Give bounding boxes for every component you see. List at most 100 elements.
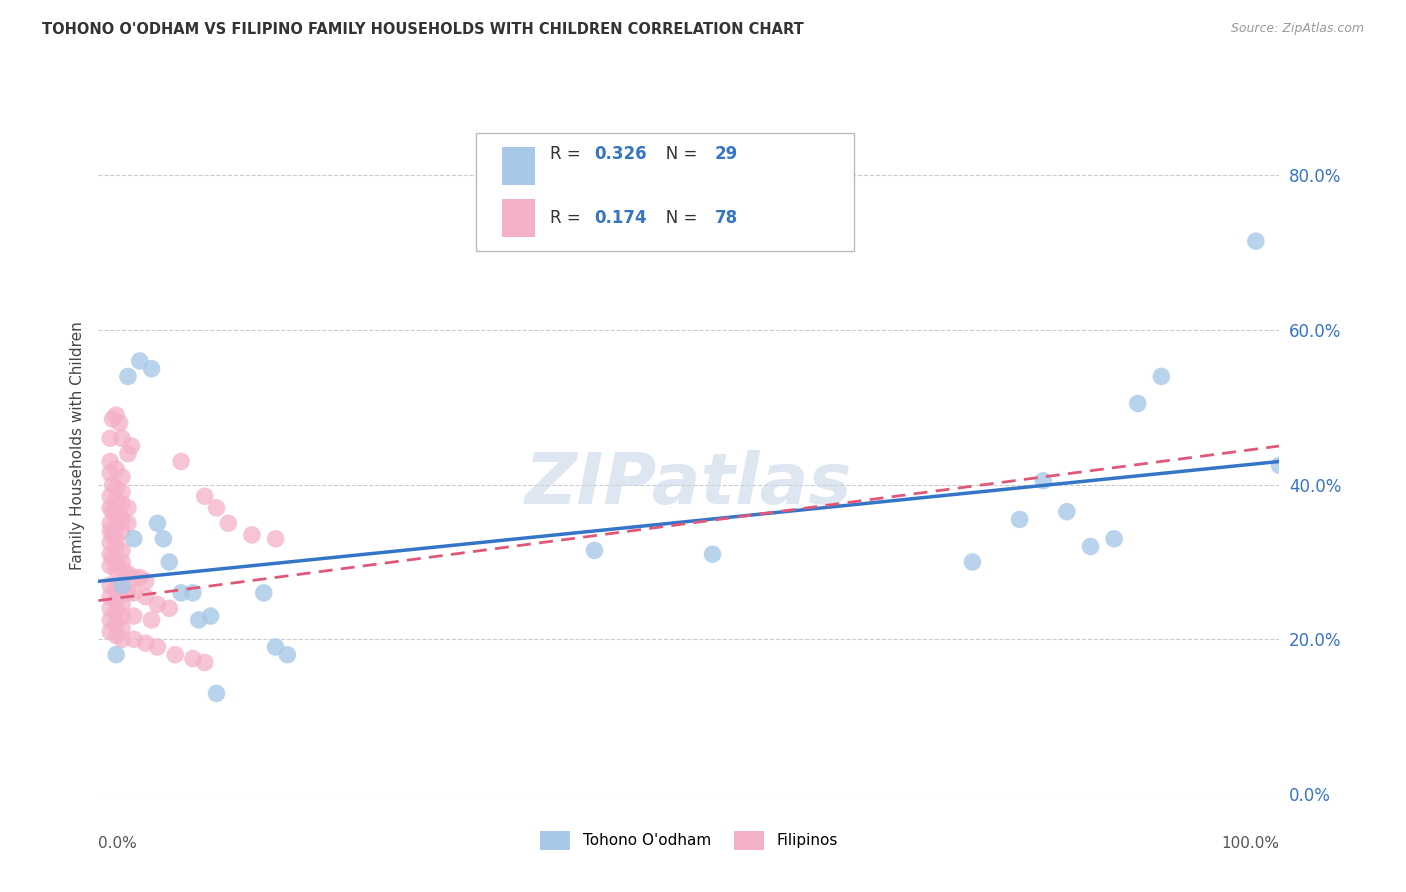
Point	[105, 508, 128, 523]
Point	[117, 500, 139, 515]
Point	[111, 609, 134, 624]
Point	[111, 621, 134, 635]
Point	[122, 609, 145, 624]
Point	[111, 485, 134, 500]
Y-axis label: Family Households with Children: Family Households with Children	[69, 322, 84, 570]
Point	[146, 598, 169, 612]
Point	[205, 686, 228, 700]
Point	[146, 516, 169, 531]
Point	[1126, 396, 1149, 410]
Point	[1008, 512, 1031, 526]
Point	[111, 431, 134, 445]
Point	[105, 605, 128, 619]
Point	[98, 431, 121, 445]
Point	[98, 500, 121, 515]
Point	[101, 412, 124, 426]
Point	[122, 632, 145, 647]
Point	[111, 555, 134, 569]
Point	[98, 516, 121, 531]
Point	[181, 586, 204, 600]
Text: N =: N =	[650, 209, 703, 227]
Point	[98, 613, 121, 627]
Point	[105, 582, 128, 596]
Point	[101, 477, 124, 491]
Point	[105, 555, 128, 569]
Point	[122, 586, 145, 600]
Point	[117, 516, 139, 531]
Point	[264, 640, 287, 654]
Point	[117, 586, 139, 600]
Point	[170, 586, 193, 600]
Point	[105, 482, 128, 496]
Point	[135, 636, 157, 650]
Point	[111, 512, 134, 526]
Point	[105, 408, 128, 422]
Point	[240, 528, 263, 542]
Point	[101, 528, 124, 542]
Point	[98, 524, 121, 538]
Point	[1268, 458, 1291, 473]
Point	[111, 470, 134, 484]
Point	[105, 540, 128, 554]
Point	[101, 551, 124, 566]
Point	[128, 570, 150, 584]
Point	[157, 601, 180, 615]
Point	[111, 497, 134, 511]
Text: 0.174: 0.174	[595, 209, 647, 227]
Point	[111, 543, 134, 558]
Point	[1102, 532, 1125, 546]
FancyBboxPatch shape	[502, 147, 536, 186]
Point	[98, 466, 121, 480]
Text: 0.0%: 0.0%	[98, 836, 138, 851]
Point	[117, 447, 139, 461]
Text: TOHONO O'ODHAM VS FILIPINO FAMILY HOUSEHOLDS WITH CHILDREN CORRELATION CHART: TOHONO O'ODHAM VS FILIPINO FAMILY HOUSEH…	[42, 22, 804, 37]
Point	[702, 547, 724, 561]
Point	[111, 524, 134, 538]
Point	[105, 532, 128, 546]
Point	[122, 532, 145, 546]
Point	[98, 489, 121, 503]
Text: Source: ZipAtlas.com: Source: ZipAtlas.com	[1230, 22, 1364, 36]
Point	[165, 648, 187, 662]
Point	[105, 593, 128, 607]
Point	[117, 566, 139, 581]
Point	[1150, 369, 1173, 384]
Point	[194, 489, 217, 503]
Point	[205, 500, 228, 515]
Point	[1080, 540, 1102, 554]
Point	[170, 454, 193, 468]
Point	[98, 624, 121, 639]
Point	[583, 543, 606, 558]
Point	[181, 651, 204, 665]
Point	[121, 439, 143, 453]
Text: 100.0%: 100.0%	[1222, 836, 1279, 851]
Point	[98, 601, 121, 615]
Point	[135, 574, 157, 589]
Point	[111, 563, 134, 577]
FancyBboxPatch shape	[502, 199, 536, 237]
Legend: Tohono O'odham, Filipinos: Tohono O'odham, Filipinos	[534, 825, 844, 855]
Text: R =: R =	[550, 145, 585, 162]
Point	[122, 570, 145, 584]
Point	[98, 558, 121, 573]
Point	[141, 361, 163, 376]
Point	[105, 462, 128, 476]
Point	[108, 416, 131, 430]
Point	[111, 598, 134, 612]
Point	[1032, 474, 1054, 488]
Point	[194, 656, 217, 670]
Point	[101, 505, 124, 519]
Point	[200, 609, 222, 624]
Point	[111, 632, 134, 647]
Point	[157, 555, 180, 569]
Point	[1244, 234, 1267, 248]
Point	[98, 454, 121, 468]
Point	[1056, 505, 1078, 519]
Point	[98, 535, 121, 549]
Point	[146, 640, 169, 654]
Point	[117, 369, 139, 384]
Text: R =: R =	[550, 209, 585, 227]
Point	[187, 613, 209, 627]
Point	[111, 582, 134, 596]
Text: 29: 29	[714, 145, 738, 162]
